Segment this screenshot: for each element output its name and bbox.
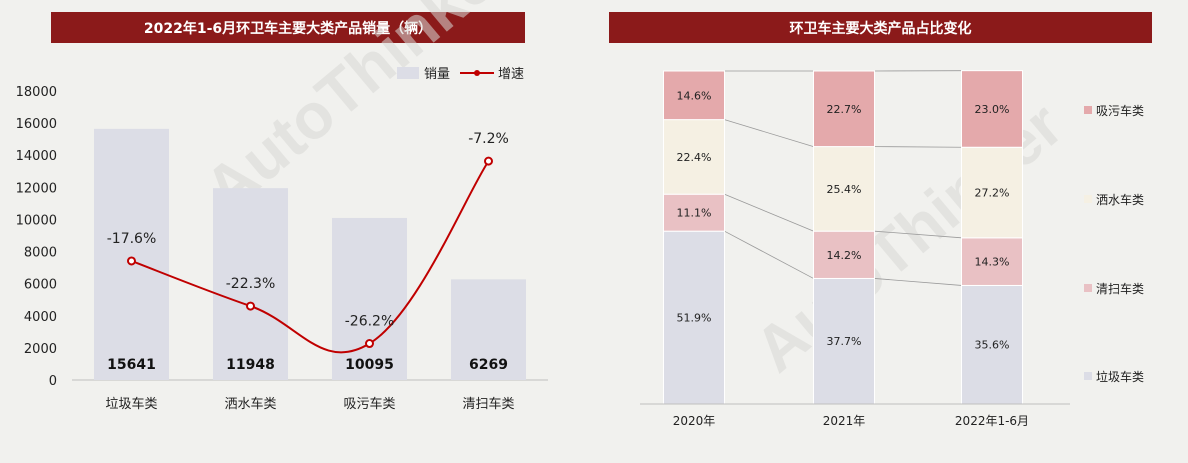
bar-value-label: 10095 [345, 357, 394, 373]
segment-value-label: 22.4% [677, 151, 712, 164]
stacked-bar-series: 51.9% 11.1% 22.4% 14.6% 37.7% 14.2% 25.4% 22.7%… [663, 70, 1023, 405]
y-tick-label: 0 [49, 374, 57, 389]
x-tick-label: 2022年1-6月 [955, 414, 1029, 428]
segment-value-label: 23.0% [975, 103, 1010, 116]
segment-value-label: 22.7% [827, 103, 862, 116]
y-tick-label: 16000 [16, 117, 57, 132]
segment-value-label: 14.3% [975, 256, 1010, 269]
growth-value-label: -22.3% [226, 276, 276, 292]
segment-value-label: 11.1% [677, 207, 712, 220]
stacked-segment [813, 70, 875, 148]
category-labels: 垃圾车类 洒水车类 吸污车类 清扫车类 [105, 396, 514, 412]
bar [332, 217, 407, 380]
legend-bar-label: 销量 [424, 67, 450, 82]
left-chart-title: 2022年1-6月环卫车主要大类产品销量（辆） [51, 12, 525, 43]
growth-point [127, 256, 136, 266]
segment-value-label: 35.6% [975, 339, 1010, 352]
x-tick-label: 吸污车类 [343, 396, 395, 412]
connector-line [874, 278, 962, 286]
share-stacked-bar-chart: 51.9% 11.1% 22.4% 14.6% 37.7% 14.2% 25.4% 22.7%… [640, 70, 1144, 428]
segment-value-label: 51.9% [677, 312, 712, 325]
connector-line [874, 230, 962, 239]
y-tick-label: 10000 [16, 213, 57, 228]
segment-value-label: 14.2% [827, 249, 862, 262]
legend-line-marker [474, 70, 480, 76]
y-tick-label: 12000 [16, 181, 57, 196]
bar-value-label: 6269 [469, 357, 508, 373]
connector-line [874, 146, 962, 148]
sales-bar-line-chart: 0 2000 4000 6000 8000 10000 12000 14000 16000 180… [16, 67, 548, 412]
legend-swatch [1084, 284, 1092, 292]
right-chart-title: 环卫车主要大类产品占比变化 [609, 12, 1152, 43]
bar [94, 128, 169, 380]
connector-lines [724, 70, 962, 286]
legend: 垃圾车类 清扫车类 洒水车类 吸污车类 [1084, 103, 1144, 384]
growth-line [131, 160, 490, 354]
growth-line-series: -17.6% -22.3% -26.2% -7.2% [107, 131, 509, 354]
connector-line [724, 119, 814, 147]
stacked-segment [663, 193, 725, 232]
legend-swatch [1084, 195, 1092, 203]
bar-value-label: 15641 [107, 357, 156, 373]
legend-swatch [1084, 372, 1092, 380]
segment-value-label: 25.4% [827, 183, 862, 196]
legend-line-label: 增速 [498, 67, 524, 82]
legend-label: 洒水车类 [1096, 192, 1144, 207]
bar [213, 188, 288, 380]
y-axis: 0 2000 4000 6000 8000 10000 12000 14000 16000 180… [16, 85, 548, 389]
segment-value-label: 14.6% [677, 89, 712, 102]
stacked-segment [961, 146, 1023, 239]
growth-point [365, 339, 374, 349]
x-tick-label: 2020年 [673, 414, 716, 428]
y-tick-label: 14000 [16, 149, 57, 164]
growth-value-label: -7.2% [468, 131, 509, 147]
x-tick-label: 洒水车类 [224, 396, 276, 412]
x-tick-label: 垃圾车类 [105, 396, 157, 412]
stacked-segment [663, 119, 725, 195]
bar-series: 15641 11948 10095 6269 [94, 128, 526, 380]
legend-swatch [1084, 106, 1092, 114]
stacked-segment [961, 237, 1023, 286]
y-tick-label: 8000 [24, 246, 57, 261]
connector-line [724, 193, 814, 232]
x-tick-label: 清扫车类 [462, 396, 514, 412]
stacked-segment [813, 230, 875, 279]
growth-point [484, 156, 493, 166]
growth-value-label: -26.2% [345, 314, 395, 330]
y-tick-label: 18000 [16, 85, 57, 100]
y-tick-label: 2000 [24, 342, 57, 357]
stacked-segment [961, 70, 1023, 148]
x-tick-label: 2021年 [823, 414, 866, 428]
y-tick-label: 6000 [24, 278, 57, 293]
legend-label: 垃圾车类 [1096, 369, 1144, 384]
category-labels: 2020年 2021年 2022年1-6月 [640, 403, 1070, 428]
stacked-segment [663, 70, 725, 121]
y-tick-label: 4000 [24, 310, 57, 325]
legend-label: 清扫车类 [1096, 281, 1144, 296]
segment-value-label: 37.7% [827, 335, 862, 348]
legend-label: 吸污车类 [1096, 103, 1144, 118]
bar-value-label: 11948 [226, 357, 275, 373]
stacked-segment [813, 277, 875, 405]
segment-value-label: 27.2% [975, 187, 1010, 200]
connector-line [724, 230, 814, 279]
legend: 销量 增速 [397, 67, 524, 82]
growth-point [246, 301, 255, 311]
bar [451, 279, 526, 380]
legend-bar-swatch [397, 67, 419, 79]
growth-value-label: -17.6% [107, 231, 157, 247]
